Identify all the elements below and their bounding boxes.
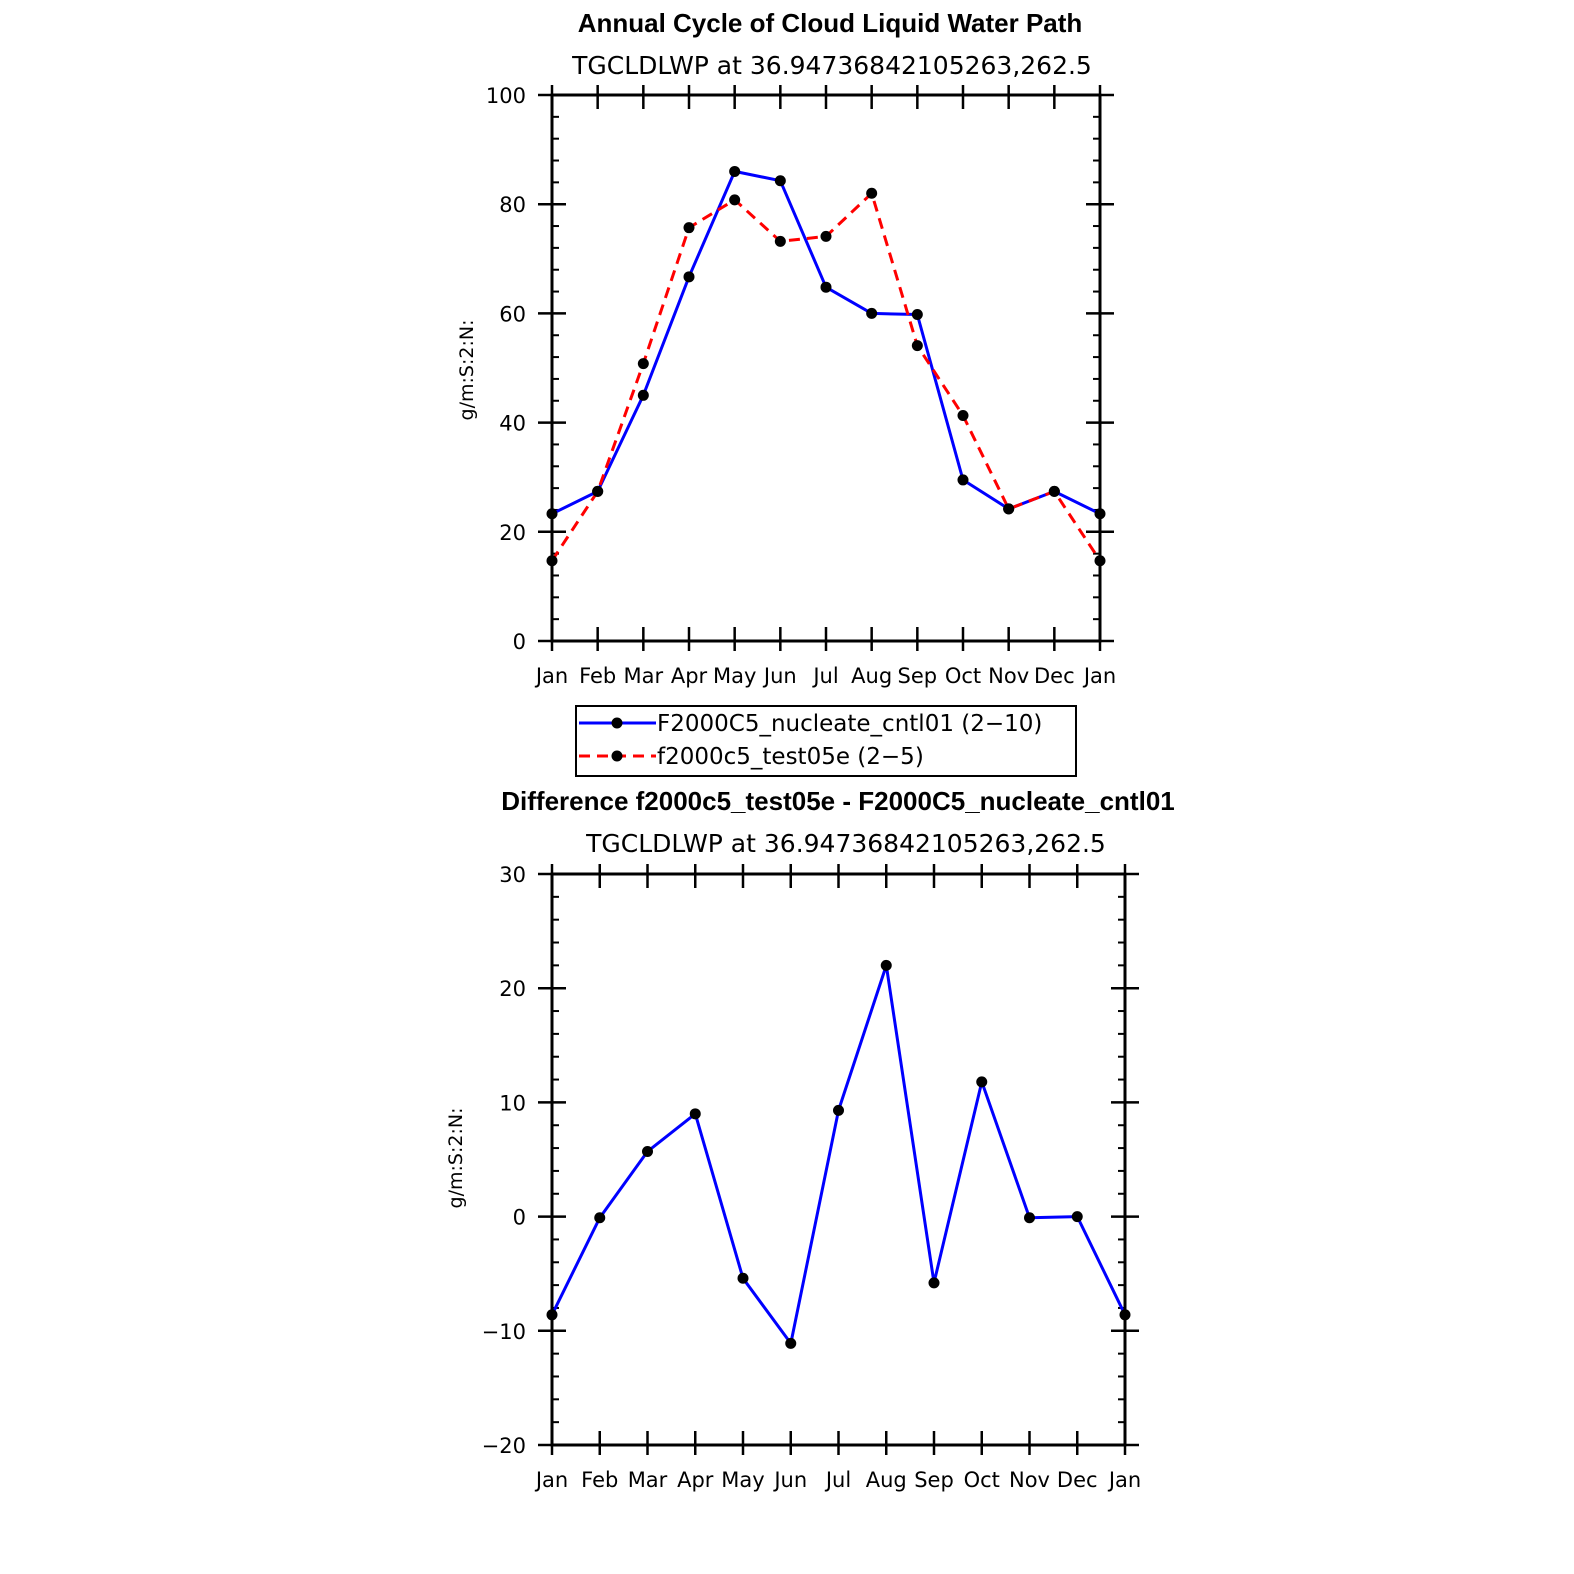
plot-frame (550, 93, 1102, 643)
data-point (774, 175, 786, 187)
data-point (1003, 503, 1015, 515)
data-point (1024, 1212, 1035, 1224)
data-point (880, 959, 892, 971)
x-tick-label: Dec (1057, 1468, 1098, 1492)
y-tick-label: −20 (482, 1434, 526, 1458)
y-tick-label: 40 (499, 412, 526, 436)
data-point (833, 1104, 844, 1116)
chart-subtitle: TGCLDLWP at 36.94736842105263,262.5 (585, 829, 1106, 858)
legend-label-test05e: f2000c5_test05e (2−5) (657, 744, 924, 770)
axis-ticks: −20 −10 0 10 20 30 Jan Feb Mar Apr May Jun Jul Aug Sep… (482, 863, 1142, 1492)
y-tick-label: 80 (499, 193, 526, 217)
chart-subtitle: TGCLDLWP at 36.94736842105263,262.5 (571, 51, 1092, 80)
y-tick-label: 20 (499, 521, 526, 545)
data-point (957, 474, 969, 486)
legend-label-cntl01: F2000C5_nucleate_cntl01 (2−10) (657, 711, 1042, 737)
chart-title: Annual Cycle of Cloud Liquid Water Path (578, 8, 1083, 38)
y-tick-label: 30 (499, 863, 526, 887)
x-tick-label: Jul (824, 1468, 851, 1492)
y-tick-label: 60 (499, 302, 526, 326)
data-point (637, 358, 649, 370)
x-tick-label: Jan (1107, 1468, 1141, 1492)
chart-title: Difference f2000c5_test05e - F2000C5_nuc… (501, 786, 1175, 816)
data-point (785, 1337, 797, 1349)
data-point (911, 340, 923, 352)
data-point (820, 281, 832, 293)
y-tick-label: 0 (513, 630, 526, 654)
x-tick-label: Aug (866, 1468, 907, 1492)
series-lines (546, 959, 1131, 1349)
data-point (774, 235, 786, 247)
x-tick-label: Sep (914, 1468, 954, 1492)
y-tick-label: 100 (486, 84, 526, 108)
data-point (594, 1212, 606, 1224)
x-tick-label: Jun (762, 664, 797, 688)
x-tick-label: Nov (988, 664, 1029, 688)
x-tick-label: Mar (624, 664, 664, 688)
x-tick-label: Oct (964, 1468, 1000, 1492)
data-point (976, 1076, 988, 1088)
data-point (592, 485, 604, 497)
data-point (642, 1146, 653, 1158)
data-point (1071, 1211, 1083, 1223)
y-tick-label: −10 (482, 1320, 526, 1344)
x-tick-label: Jul (811, 664, 838, 688)
data-point (737, 1272, 749, 1284)
x-tick-label: Oct (945, 664, 981, 688)
data-point (866, 187, 878, 199)
x-tick-label: Jan (534, 664, 568, 688)
series-line (551, 169, 1101, 516)
x-tick-label: Mar (628, 1468, 668, 1492)
data-point (689, 1108, 701, 1120)
series-lines (546, 165, 1106, 567)
x-tick-label: Sep (898, 664, 938, 688)
data-point (729, 165, 741, 177)
x-tick-label: Apr (677, 1468, 714, 1492)
data-point (911, 308, 923, 320)
data-point (866, 307, 878, 319)
y-axis-label: g/m:S:2:N: (445, 1108, 467, 1209)
data-point (928, 1277, 940, 1289)
legend: F2000C5_nucleate_cntl01 (2−10) f2000c5_t… (575, 705, 1077, 777)
y-tick-label: 20 (499, 977, 526, 1001)
x-tick-label: Feb (581, 1468, 618, 1492)
x-tick-label: May (721, 1468, 764, 1492)
legend-marker-test05e (611, 750, 623, 762)
data-point (637, 389, 649, 401)
data-point (957, 410, 969, 422)
x-tick-label: Jan (1082, 664, 1116, 688)
x-tick-label: Jun (772, 1468, 807, 1492)
annual-cycle-chart: Annual Cycle of Cloud Liquid Water Path … (456, 8, 1116, 777)
legend-marker-cntl01 (611, 717, 623, 729)
x-tick-label: Aug (851, 664, 892, 688)
difference-chart: Difference f2000c5_test05e - F2000C5_nuc… (445, 786, 1175, 1492)
x-tick-label: Nov (1009, 1468, 1050, 1492)
x-tick-label: Apr (671, 664, 708, 688)
y-tick-label: 10 (499, 1091, 526, 1115)
x-tick-label: Feb (579, 664, 616, 688)
data-point (683, 222, 695, 234)
data-point (729, 194, 741, 206)
series-line (550, 191, 1102, 562)
axis-ticks: 0 20 40 60 80 100 Jan Feb Mar Apr May Jun Jul Aug Sep O… (486, 84, 1116, 688)
x-tick-label: Jan (534, 1468, 568, 1492)
y-tick-label: 0 (513, 1206, 526, 1230)
plot-frame (550, 872, 1127, 1447)
data-point (820, 230, 832, 242)
x-tick-label: May (713, 664, 756, 688)
series-line (550, 963, 1127, 1345)
legend-box (575, 705, 1077, 777)
y-axis-label: g/m:S:2:N: (456, 320, 478, 421)
x-tick-label: Dec (1034, 664, 1075, 688)
data-point (1048, 485, 1060, 497)
data-point (683, 271, 695, 283)
